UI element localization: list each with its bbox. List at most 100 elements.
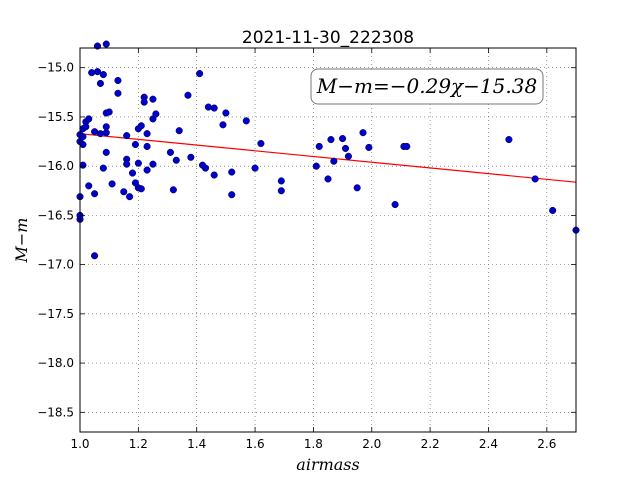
x-tick-label: 2.6 — [537, 437, 556, 451]
data-point — [169, 186, 177, 194]
data-point — [391, 201, 399, 209]
data-point — [330, 157, 338, 165]
data-point — [359, 129, 367, 137]
data-point — [219, 121, 227, 129]
data-point — [93, 68, 102, 76]
data-point — [228, 191, 236, 199]
data-point — [108, 180, 116, 188]
data-point — [210, 171, 218, 179]
data-point — [210, 104, 218, 112]
data-point — [403, 142, 411, 151]
x-tick-label: 1.4 — [187, 437, 206, 451]
fit-line-group — [79, 133, 577, 183]
data-point — [549, 206, 557, 215]
y-tick-label: −17.0 — [37, 258, 74, 272]
data-point — [257, 139, 265, 148]
data-point — [201, 164, 210, 172]
data-point — [134, 159, 142, 167]
data-point — [96, 79, 104, 87]
y-tick-label: −17.5 — [37, 307, 74, 321]
data-point — [137, 185, 145, 193]
axis-ticks: 1.0 1.2 1.4 1.6 1.8 2.0 2.2 2.4 2.6 −15.0 −15.5 −16… — [37, 48, 576, 451]
data-point — [85, 182, 93, 190]
data-point — [228, 168, 236, 176]
data-point — [102, 123, 110, 131]
chart-title: 2021-11-30_222308 — [242, 28, 414, 48]
data-point — [143, 142, 151, 151]
data-point — [204, 103, 212, 111]
data-point — [251, 164, 259, 172]
data-point — [327, 136, 335, 144]
data-point — [99, 71, 107, 79]
data-point — [315, 142, 323, 151]
data-points — [76, 40, 580, 260]
x-axis-label: airmass — [296, 455, 359, 474]
data-point — [172, 156, 180, 164]
data-point — [365, 143, 373, 151]
y-tick-label: −16.5 — [37, 208, 74, 222]
data-point — [140, 98, 148, 106]
data-point — [137, 122, 145, 130]
data-point — [99, 164, 107, 172]
fit-equation-box: M−m=−0.29χ−15.38 — [310, 68, 544, 105]
data-point — [531, 175, 539, 183]
data-point — [79, 140, 87, 149]
data-point — [344, 152, 352, 160]
data-point — [114, 76, 122, 85]
x-tick-label: 2.0 — [362, 437, 381, 451]
data-point — [79, 133, 87, 141]
data-point — [105, 108, 113, 116]
data-point — [91, 252, 99, 260]
data-point — [175, 127, 183, 135]
data-point — [149, 160, 157, 168]
data-point — [277, 187, 285, 195]
data-point — [353, 184, 361, 192]
x-tick-label: 2.2 — [421, 437, 440, 451]
data-point — [126, 193, 134, 201]
data-point — [91, 190, 99, 198]
y-tick-label: −15.5 — [37, 110, 74, 124]
data-point — [341, 144, 350, 152]
x-tick-label: 1.6 — [246, 437, 265, 451]
data-point — [131, 140, 139, 149]
data-point — [143, 130, 151, 138]
data-point — [85, 115, 93, 123]
data-point — [149, 95, 157, 103]
y-tick-label: −18.5 — [37, 405, 74, 419]
data-point — [152, 110, 160, 118]
data-point — [79, 161, 87, 169]
x-tick-label: 1.0 — [70, 437, 89, 451]
x-tick-label: 1.8 — [304, 437, 323, 451]
y-tick-label: −15.0 — [37, 61, 74, 75]
grid-lines — [80, 48, 576, 432]
data-point — [128, 169, 137, 177]
y-tick-label: −18.0 — [37, 356, 74, 370]
data-point — [88, 69, 96, 77]
data-point — [187, 153, 195, 161]
data-point — [242, 117, 250, 125]
data-point — [166, 148, 174, 156]
plot-frame — [79, 47, 577, 433]
x-tick-label: 1.2 — [129, 437, 148, 451]
fit-equation-frame — [310, 68, 544, 105]
data-point — [123, 132, 131, 140]
data-point — [102, 40, 110, 48]
data-point — [277, 177, 285, 185]
x-tick-label: 2.4 — [479, 437, 498, 451]
data-point — [196, 70, 204, 78]
data-point — [339, 135, 347, 143]
data-point — [123, 160, 131, 168]
data-point — [143, 166, 151, 174]
data-point — [312, 162, 320, 170]
data-point — [222, 109, 230, 117]
data-point — [324, 175, 332, 183]
data-point — [114, 89, 122, 97]
data-point — [120, 188, 128, 196]
y-axis-label: M−m — [12, 218, 31, 264]
fit-line — [79, 133, 577, 183]
data-point — [505, 136, 513, 144]
data-point — [102, 129, 110, 137]
plot-area — [80, 48, 576, 432]
data-point — [82, 123, 90, 131]
